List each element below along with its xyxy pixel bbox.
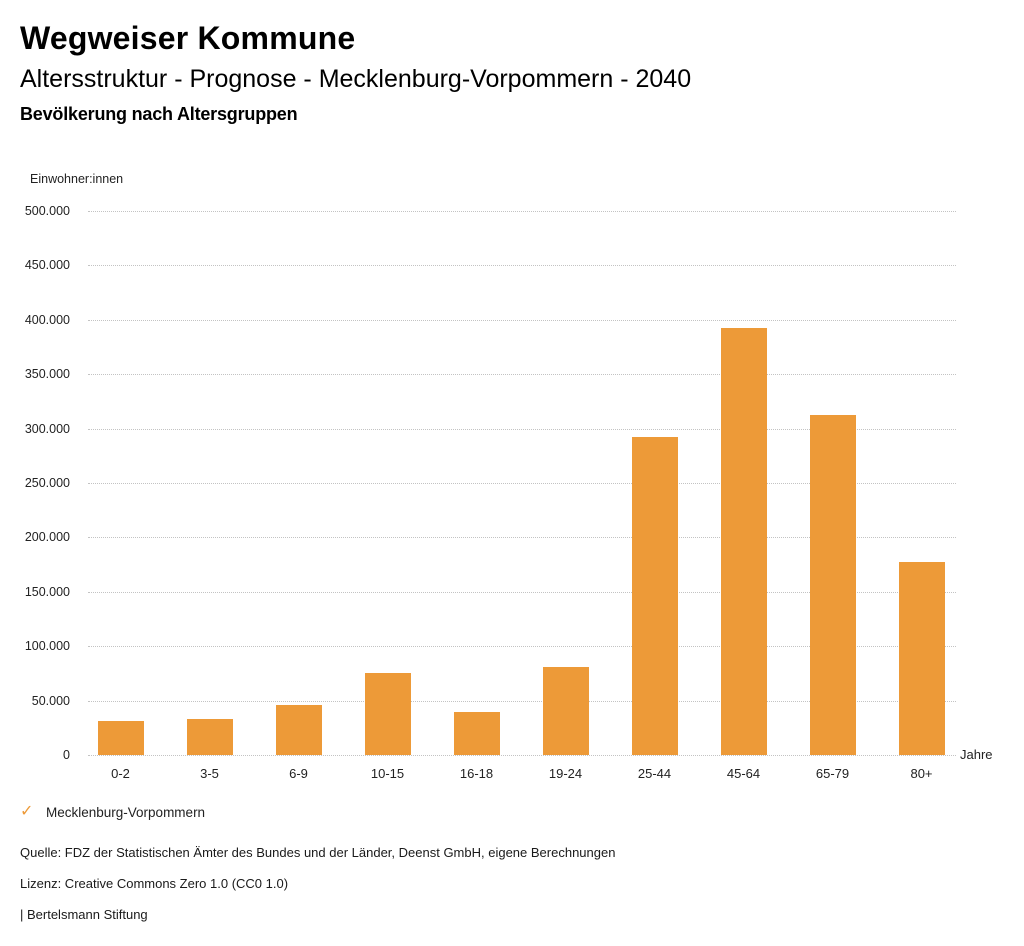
gridline-200.000 <box>88 537 956 539</box>
page-subtitle: Altersstruktur - Prognose - Mecklenburg-… <box>20 65 692 93</box>
x-tick-label-3-5: 3-5 <box>200 766 219 781</box>
x-tick-label-10-15: 10-15 <box>370 766 405 781</box>
y-tick-label-200.000: 200.000 <box>24 530 70 545</box>
y-tick-label-50.000: 50.000 <box>31 693 70 708</box>
legend-check-icon: ✓ <box>20 803 34 820</box>
gridline-350.000 <box>88 374 956 376</box>
legend[interactable]: ✓ Mecklenburg-Vorpommern <box>20 804 205 820</box>
page-title: Wegweiser Kommune <box>20 20 356 56</box>
x-axis-title: Jahre <box>960 747 993 762</box>
x-tick-label-25-44: 25-44 <box>637 766 672 781</box>
y-tick-label-100.000: 100.000 <box>24 639 70 654</box>
legend-series-label: Mecklenburg-Vorpommern <box>46 804 206 820</box>
bar-25-44[interactable] <box>631 437 678 755</box>
footer-attribution: | Bertelsmann Stiftung <box>20 907 148 922</box>
gridline-150.000 <box>88 591 956 593</box>
x-tick-label-65-79: 65-79 <box>815 766 850 781</box>
gridline-400.000 <box>88 319 956 321</box>
x-tick-label-45-64: 45-64 <box>726 766 761 781</box>
x-tick-label-80+: 80+ <box>910 766 933 781</box>
y-tick-label-150.000: 150.000 <box>24 584 70 599</box>
y-tick-label-0: 0 <box>63 748 70 762</box>
x-tick-label-6-9: 6-9 <box>289 766 308 781</box>
chart-heading: Bevölkerung nach Altersgruppen <box>20 104 298 124</box>
bar-19-24[interactable] <box>542 667 589 755</box>
gridline-250.000 <box>88 483 956 484</box>
y-tick-label-400.000: 400.000 <box>24 312 70 327</box>
y-tick-label-500.000: 500.000 <box>24 204 70 218</box>
y-tick-label-250.000: 250.000 <box>24 476 70 490</box>
bar-3-5[interactable] <box>186 719 233 755</box>
bar-65-79[interactable] <box>809 415 856 755</box>
gridline-500.000 <box>88 211 956 212</box>
bar-10-15[interactable] <box>364 673 411 755</box>
footer-source: Quelle: FDZ der Statistischen Ämter des … <box>20 845 616 860</box>
y-tick-label-300.000: 300.000 <box>24 421 70 436</box>
bar-45-64[interactable] <box>720 328 767 755</box>
bar-16-18[interactable] <box>453 712 500 755</box>
gridline-0 <box>88 755 956 756</box>
bar-0-2[interactable] <box>97 721 144 755</box>
x-tick-label-0-2: 0-2 <box>111 766 130 781</box>
gridline-450.000 <box>88 265 956 267</box>
x-tick-label-16-18: 16-18 <box>459 766 494 781</box>
y-tick-label-350.000: 350.000 <box>24 367 70 382</box>
x-tick-label-19-24: 19-24 <box>548 766 583 781</box>
gridline-50.000 <box>88 700 956 702</box>
plot-area <box>88 211 956 756</box>
bar-80+[interactable] <box>898 562 945 755</box>
gridline-300.000 <box>88 428 956 430</box>
y-axis-title: Einwohner:innen <box>30 172 124 186</box>
gridline-100.000 <box>88 646 956 648</box>
y-tick-label-450.000: 450.000 <box>24 258 70 273</box>
footer-license: Lizenz: Creative Commons Zero 1.0 (CC0 1… <box>20 876 289 891</box>
bar-6-9[interactable] <box>275 705 322 755</box>
